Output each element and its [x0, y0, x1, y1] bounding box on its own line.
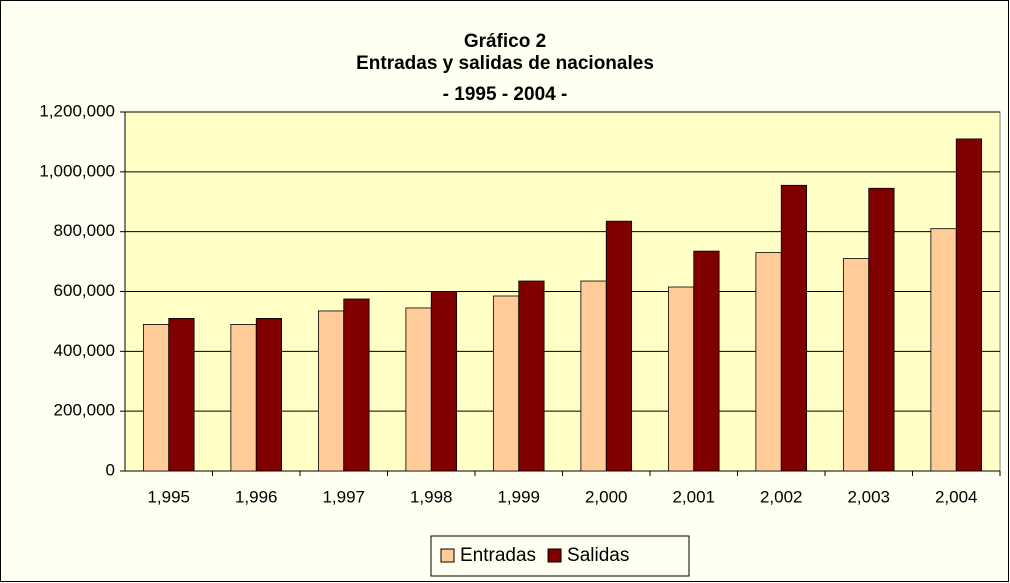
x-tick-label: 1,995 — [147, 487, 190, 506]
bar — [868, 187, 895, 472]
legend-label: Entradas — [460, 545, 536, 566]
y-tick-label: 800,000 — [54, 221, 115, 240]
x-tick-label: 1,998 — [410, 487, 453, 506]
bar — [168, 318, 195, 472]
legend-label: Salidas — [567, 545, 629, 566]
bar — [755, 252, 782, 472]
bar — [343, 298, 370, 472]
y-tick-label: 1,200,000 — [39, 101, 115, 120]
x-tick-label: 1,999 — [497, 487, 540, 506]
bar — [492, 295, 520, 472]
bar — [930, 228, 957, 472]
bar — [518, 280, 545, 472]
bar — [955, 138, 983, 472]
y-tick-label: 1,000,000 — [39, 161, 115, 180]
bar — [667, 286, 695, 472]
bar — [430, 291, 458, 472]
x-tick-label: 2,001 — [672, 487, 715, 506]
bar — [605, 220, 633, 472]
x-tick-label: 2,004 — [935, 487, 978, 506]
y-tick-label: 0 — [106, 460, 115, 479]
y-tick-label: 200,000 — [54, 401, 115, 420]
x-tick-label: 1,996 — [235, 487, 278, 506]
x-tick-label: 2,000 — [585, 487, 628, 506]
bar — [142, 324, 170, 472]
bar — [405, 307, 432, 472]
legend-swatch — [440, 548, 455, 563]
chart-title: Entradas y salidas de nacionales — [356, 53, 654, 74]
x-tick-label: 1,997 — [322, 487, 365, 506]
bar — [693, 250, 720, 472]
bar — [255, 318, 283, 472]
legend-swatch — [547, 548, 562, 563]
bar — [842, 258, 870, 472]
bar — [580, 280, 607, 472]
bar — [780, 184, 808, 472]
y-tick-label: 400,000 — [54, 341, 115, 360]
bar — [317, 310, 345, 472]
y-tick-label: 600,000 — [54, 281, 115, 300]
chart-title: - 1995 - 2004 - — [443, 84, 568, 105]
chart-title: Gráfico 2 — [464, 31, 546, 52]
bar — [230, 324, 257, 472]
x-tick-label: 2,002 — [760, 487, 803, 506]
x-tick-label: 2,003 — [847, 487, 890, 506]
